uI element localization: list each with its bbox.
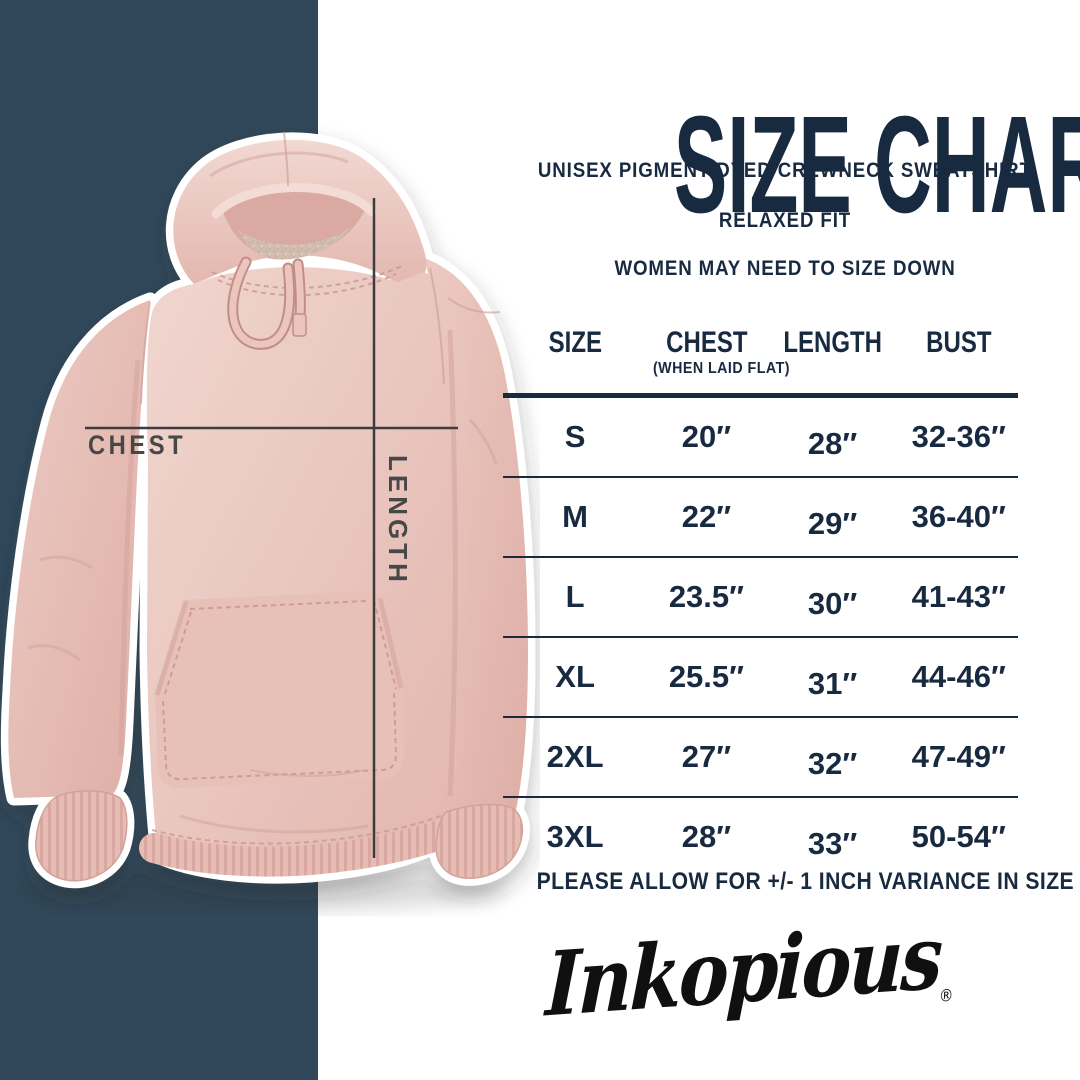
bust-cell: 41-43″	[911, 579, 1006, 614]
length-cell: 29″	[807, 506, 858, 541]
table-row-s: S 20″ 28″ 32-36″	[503, 398, 1018, 478]
hoodie-product-photo	[0, 131, 536, 912]
length-cell: 28″	[807, 426, 858, 461]
column-header-chest: CHEST (WHEN LAID FLAT)	[647, 322, 791, 377]
left-sleeve	[8, 300, 150, 798]
hem-band	[139, 813, 473, 877]
measurement-lines	[85, 198, 458, 858]
length-cell: 33″	[807, 826, 858, 861]
bust-cell: 44-46″	[911, 659, 1006, 694]
table-row-m: M 22″ 29″ 36-40″	[503, 478, 1018, 558]
chest-cell: 22″	[681, 499, 732, 534]
left-cuff	[35, 790, 128, 882]
size-cell: 2XL	[546, 739, 604, 774]
bust-cell: 47-49″	[911, 739, 1006, 774]
bust-cell: 32-36″	[911, 419, 1006, 454]
table-row-2xl: 2XL 27″ 32″ 47-49″	[503, 718, 1018, 798]
table-row-l: L 23.5″ 30″ 41-43″	[503, 558, 1018, 638]
bust-cell: 50-54″	[911, 819, 1006, 854]
subtitle-product: UNISEX PIGMENT DYED CREWNECK SWEATSHIRT	[538, 158, 1032, 182]
drawstrings	[227, 256, 307, 350]
brand-logo: Inkopious®	[500, 904, 1000, 1036]
table-row-3xl: 3XL 28″ 33″ 50-54″	[503, 798, 1018, 876]
size-cell: L	[565, 579, 585, 614]
length-cell: 31″	[807, 666, 858, 701]
ground-shadow	[15, 868, 505, 912]
page-title: SIZE CHART	[673, 88, 1080, 243]
variance-footnote: PLEASE ALLOW FOR +/- 1 INCH VARIANCE IN …	[536, 868, 1075, 895]
subtitle-fit: RELAXED FIT	[718, 208, 852, 232]
size-cell: M	[562, 499, 588, 534]
info-panel: SIZE CHART UNISEX PIGMENT DYED CREWNECK …	[500, 0, 1080, 1080]
size-table-header: SIZE CHEST (WHEN LAID FLAT) LENGTH BUST	[503, 322, 1018, 398]
chest-cell: 28″	[681, 819, 732, 854]
size-cell: S	[564, 419, 586, 454]
chest-cell: 23.5″	[668, 579, 744, 614]
length-cell: 32″	[807, 746, 858, 781]
length-cell: 30″	[807, 586, 858, 621]
kangaroo-pocket	[155, 591, 404, 789]
length-measure-label: LENGTH	[383, 455, 413, 586]
size-cell: 3XL	[546, 819, 604, 854]
column-header-size: SIZE	[548, 326, 602, 359]
right-cuff	[435, 803, 524, 879]
chest-cell: 27″	[681, 739, 732, 774]
chest-cell: 25.5″	[668, 659, 744, 694]
column-header-length: LENGTH	[783, 326, 882, 359]
bust-cell: 36-40″	[911, 499, 1006, 534]
table-row-xl: XL 25.5″ 31″ 44-46″	[503, 638, 1018, 718]
hoodie-garment	[0, 131, 536, 889]
column-header-bust: BUST	[926, 326, 992, 359]
chest-column-note: (WHEN LAID FLAT)	[653, 360, 791, 377]
registered-trademark-icon: ®	[938, 985, 954, 1007]
subtitle-sizing-advice: WOMEN MAY NEED TO SIZE DOWN	[614, 256, 956, 280]
chest-measure-label: CHEST	[88, 430, 187, 460]
hood-lining	[238, 226, 352, 260]
chest-cell: 20″	[681, 419, 732, 454]
size-table: SIZE CHEST (WHEN LAID FLAT) LENGTH BUST …	[503, 322, 1018, 876]
size-cell: XL	[555, 659, 595, 694]
brand-name: Inkopious	[544, 904, 943, 1037]
brand-logo-script: Inkopious®	[544, 903, 956, 1036]
hood-rim	[211, 183, 377, 219]
